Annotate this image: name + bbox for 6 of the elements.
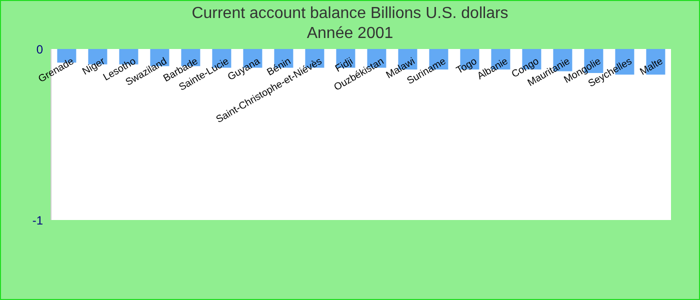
chart-title: Current account balance Billions U.S. dollars (190, 4, 510, 24)
x-tick-label: Malte (638, 56, 666, 78)
y-tick-label: -1 (32, 213, 44, 228)
chart-subtitle: Année 2001 (306, 24, 394, 44)
y-tick-label: 0 (36, 42, 44, 56)
x-tick-label: Togo (454, 56, 480, 76)
